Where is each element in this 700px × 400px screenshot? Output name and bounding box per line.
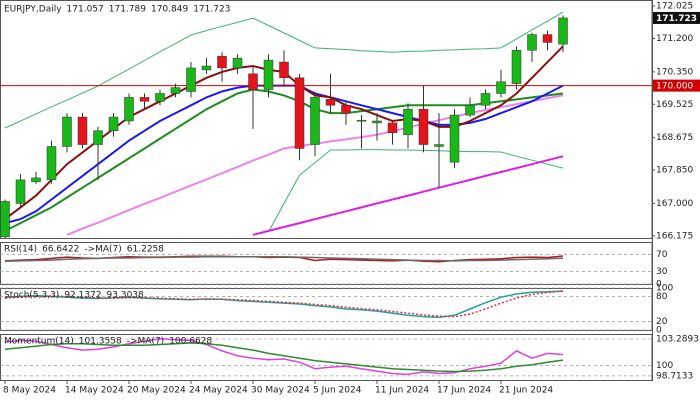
x-tick-label: 8 May 2024 xyxy=(3,386,56,396)
open-value: 171.057 xyxy=(67,5,104,15)
y-tick-label: 167.850 xyxy=(656,166,693,176)
y-tick-label: 168.675 xyxy=(656,133,693,143)
chart-title: EURJPY,Daily xyxy=(4,5,62,15)
panel-title: Momentum(14) xyxy=(4,337,74,347)
candle-body xyxy=(15,179,26,204)
candle-body xyxy=(170,87,181,94)
candle-body xyxy=(217,55,227,69)
indicator-value: 101.3558 xyxy=(79,337,122,347)
candle-body xyxy=(108,116,119,132)
indicator-line xyxy=(4,342,564,373)
y-tick-label: 70 xyxy=(656,250,668,260)
candle-body xyxy=(124,97,134,122)
candle-body xyxy=(449,114,460,163)
candle-body xyxy=(31,177,41,183)
low-value: 170.849 xyxy=(151,5,188,15)
panel-title: Stoch(5,3,3) xyxy=(4,291,59,301)
indicator-line xyxy=(4,255,564,263)
candle-body xyxy=(403,108,413,135)
candle-body xyxy=(387,122,398,133)
x-tick-label: 5 Jun 2024 xyxy=(313,386,362,396)
y-tick-label: 0 xyxy=(656,326,662,336)
current-price-label: 171.723 xyxy=(656,14,697,24)
indicator-line xyxy=(4,290,564,318)
ma-title: ->MA(7) xyxy=(127,337,164,347)
x-tick-label: 14 May 2024 xyxy=(65,386,124,396)
y-tick-label: 80 xyxy=(656,292,668,302)
candle-body xyxy=(325,99,336,106)
candle-body xyxy=(527,34,537,51)
x-tick-label: 21 Jun 2024 xyxy=(499,386,553,396)
candle-body xyxy=(496,81,506,94)
y-tick-label: 30 xyxy=(656,267,668,277)
y-tick-label: 166.175 xyxy=(656,231,693,241)
y-tick-label: 100 xyxy=(656,284,673,294)
indicator-line xyxy=(4,338,564,376)
indicator-value: 92.1372 xyxy=(64,291,101,301)
candle-body xyxy=(434,144,444,147)
candle-body xyxy=(310,97,320,145)
y-tick-label: 170.350 xyxy=(656,67,693,77)
y-tick-label: 171.200 xyxy=(656,34,693,44)
candle-body xyxy=(263,59,274,90)
candle-body xyxy=(542,34,553,43)
candle-body xyxy=(232,57,243,69)
x-tick-label: 17 Jun 2024 xyxy=(437,386,491,396)
candle-body xyxy=(62,116,72,147)
candle-body xyxy=(294,77,305,149)
candle-body xyxy=(356,119,367,122)
x-tick-label: 24 May 2024 xyxy=(189,386,248,396)
candle-body xyxy=(139,97,150,102)
x-tick-label: 30 May 2024 xyxy=(251,386,310,396)
candle-body xyxy=(46,146,57,181)
panel-title: RSI(14) xyxy=(4,245,37,255)
candle-body xyxy=(511,50,522,84)
level-label: 170.000 xyxy=(656,82,693,92)
candle-body xyxy=(372,120,382,124)
indicator-line xyxy=(252,155,564,236)
candle-body xyxy=(77,116,88,145)
level-label-box xyxy=(653,79,700,92)
y-tick-label: 20 xyxy=(656,317,668,327)
candle-body xyxy=(201,65,212,71)
x-tick-label: 20 May 2024 xyxy=(127,386,186,396)
x-tick-label: 11 Jun 2024 xyxy=(375,386,429,396)
ma-value: 61.2258 xyxy=(127,245,164,255)
candle-body xyxy=(248,73,258,90)
y-tick-label: 169.525 xyxy=(656,100,693,110)
y-tick-label: 98.7133 xyxy=(656,371,693,381)
indicator-line xyxy=(268,149,564,233)
candle-body xyxy=(186,67,196,92)
ma-value: 93.3038 xyxy=(107,291,144,301)
candle-body xyxy=(480,93,491,106)
candle-body xyxy=(279,61,289,79)
high-value: 171.789 xyxy=(109,5,146,15)
y-tick-label: 167.000 xyxy=(656,199,693,209)
candle-body xyxy=(155,93,165,102)
y-tick-label: 0 xyxy=(656,280,662,290)
candle-body xyxy=(93,130,103,145)
candle-body xyxy=(0,201,10,238)
close-value: 171.723 xyxy=(193,5,230,15)
candle-body xyxy=(465,105,475,116)
ma-value: 100.6628 xyxy=(169,337,212,347)
y-tick-label: 103.2893 xyxy=(656,334,699,344)
y-tick-label: 172.025 xyxy=(656,2,693,12)
candle-body xyxy=(558,17,568,45)
current-price-box xyxy=(653,11,700,24)
candle-body xyxy=(341,105,351,114)
y-tick-label: 100 xyxy=(656,361,673,371)
ma-title: ->MA(7) xyxy=(84,245,121,255)
indicator-value: 66.6422 xyxy=(42,245,79,255)
candle-body xyxy=(418,108,429,145)
